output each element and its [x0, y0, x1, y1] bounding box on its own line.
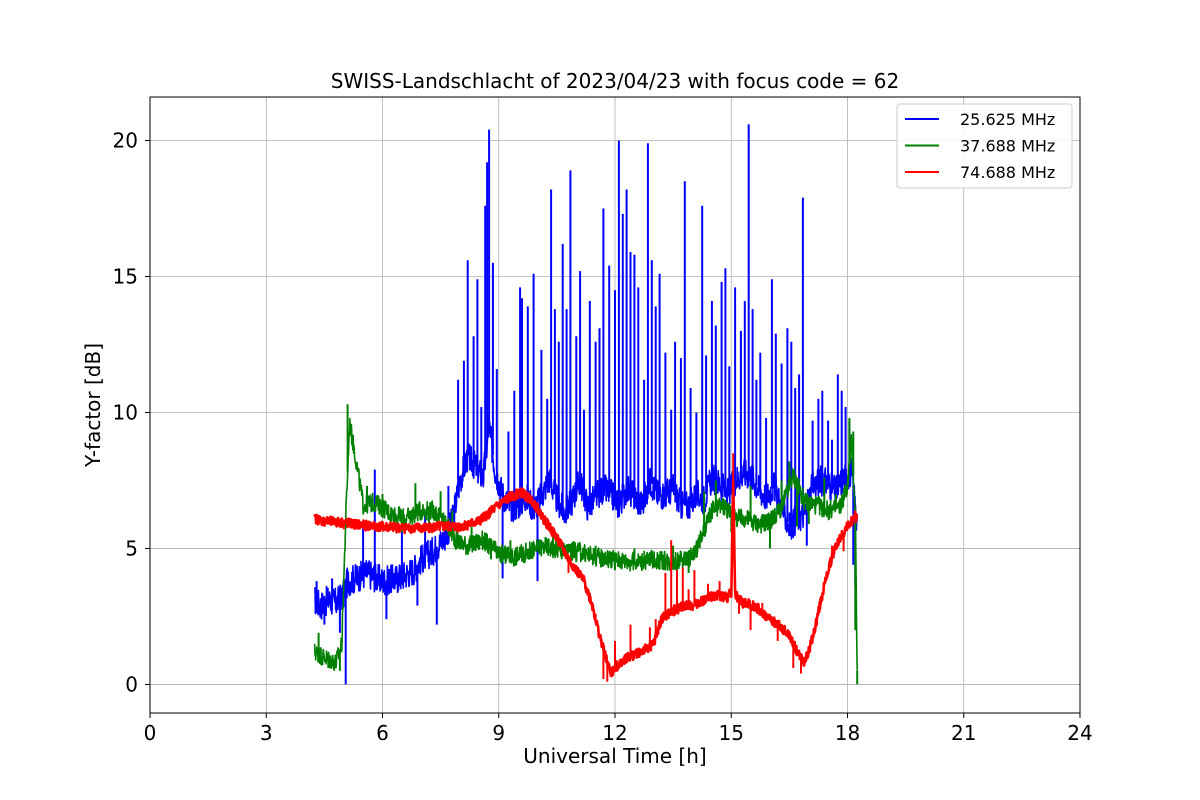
x-tick-label: 21 [951, 721, 976, 745]
y-tick-label: 0 [125, 672, 138, 696]
legend: 25.625 MHz 37.688 MHz 74.688 MHz [896, 103, 1073, 189]
x-tick-label: 18 [835, 721, 860, 745]
chart-title: SWISS-Landschlacht of 2023/04/23 with fo… [331, 69, 899, 93]
y-tick-label: 10 [113, 400, 138, 424]
y-axis-label: Y-factor [dB] [81, 343, 105, 468]
plot-series [313, 124, 859, 685]
x-tick-label: 0 [144, 721, 157, 745]
y-tick-label: 20 [113, 129, 138, 153]
legend-label: 74.688 MHz [960, 163, 1055, 182]
x-tick-label: 15 [719, 721, 744, 745]
legend-label: 25.625 MHz [960, 110, 1055, 129]
x-axis-label: Universal Time [h] [523, 744, 706, 768]
series-3 [313, 453, 859, 682]
legend-box [896, 103, 1073, 189]
x-tick-label: 24 [1067, 721, 1092, 745]
y-tick-label: 5 [125, 536, 138, 560]
y-tick-label: 15 [113, 264, 138, 288]
x-tick-label: 9 [492, 721, 505, 745]
axis-ticks: 0 3 6 9 12 15 18 21 24 0 5 10 15 20 [113, 129, 1093, 745]
x-tick-label: 6 [376, 721, 389, 745]
series-line [313, 480, 859, 678]
legend-label: 37.688 MHz [960, 137, 1055, 156]
series-line [313, 417, 858, 671]
x-tick-label: 3 [260, 721, 273, 745]
x-tick-label: 12 [602, 721, 627, 745]
